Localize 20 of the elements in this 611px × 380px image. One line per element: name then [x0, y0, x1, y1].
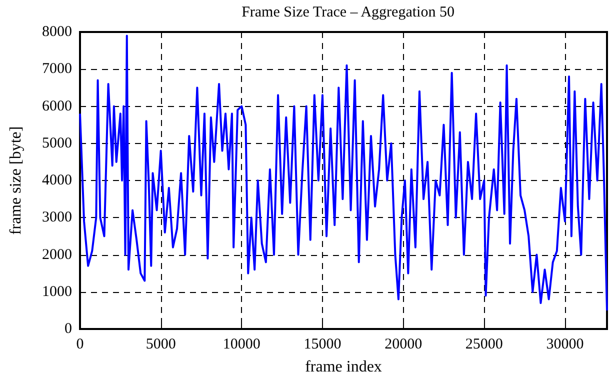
y-tick-label: 3000: [42, 210, 72, 226]
chart-title: Frame Size Trace – Aggregation 50: [242, 4, 454, 20]
y-tick-label: 5000: [42, 135, 72, 152]
x-tick-label: 5000: [146, 336, 176, 352]
x-tick-label: 20000: [384, 336, 422, 352]
line-series: [79, 34, 608, 312]
x-axis-title: frame index: [305, 358, 382, 376]
x-tick-label: 0: [76, 336, 84, 352]
x-tick-label: 25000: [465, 336, 503, 352]
y-tick-label: 1000: [42, 284, 72, 300]
x-tick-label: 10000: [222, 336, 260, 352]
y-tick-label: 6000: [42, 98, 72, 114]
y-tick-label: 0: [64, 321, 72, 337]
y-tick-label: 8000: [42, 24, 72, 40]
x-tick-label: 15000: [304, 336, 342, 352]
y-tick-label: 2000: [42, 246, 72, 263]
y-axis-title: frame size [byte]: [8, 126, 24, 235]
y-tick-label: 7000: [42, 61, 72, 78]
x-tick-label: 30000: [546, 336, 584, 352]
y-tick-label: 4000: [42, 172, 72, 188]
